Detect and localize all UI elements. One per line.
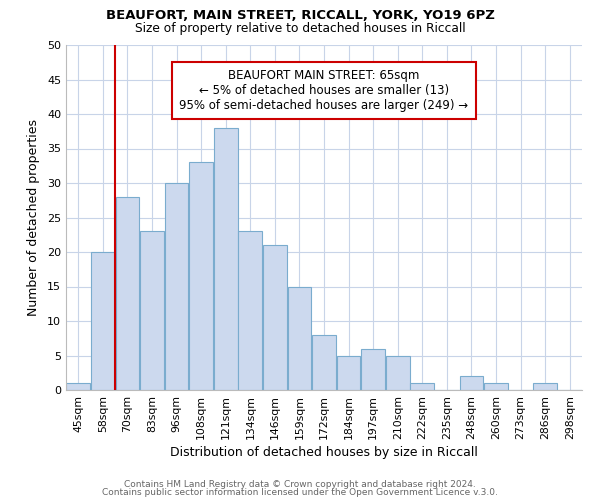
Bar [116, 197, 139, 390]
Bar [484, 383, 508, 390]
Bar [263, 245, 287, 390]
Bar [238, 232, 262, 390]
Bar [287, 286, 311, 390]
Bar [164, 183, 188, 390]
Bar [67, 383, 90, 390]
Bar [312, 335, 336, 390]
Text: Contains public sector information licensed under the Open Government Licence v.: Contains public sector information licen… [102, 488, 498, 497]
Bar [189, 162, 213, 390]
Bar [410, 383, 434, 390]
Bar [386, 356, 410, 390]
Y-axis label: Number of detached properties: Number of detached properties [27, 119, 40, 316]
Bar [337, 356, 361, 390]
Text: BEAUFORT MAIN STREET: 65sqm
← 5% of detached houses are smaller (13)
95% of semi: BEAUFORT MAIN STREET: 65sqm ← 5% of deta… [179, 69, 469, 112]
Bar [460, 376, 484, 390]
X-axis label: Distribution of detached houses by size in Riccall: Distribution of detached houses by size … [170, 446, 478, 459]
Bar [361, 348, 385, 390]
Text: BEAUFORT, MAIN STREET, RICCALL, YORK, YO19 6PZ: BEAUFORT, MAIN STREET, RICCALL, YORK, YO… [106, 9, 494, 22]
Text: Contains HM Land Registry data © Crown copyright and database right 2024.: Contains HM Land Registry data © Crown c… [124, 480, 476, 489]
Text: Size of property relative to detached houses in Riccall: Size of property relative to detached ho… [134, 22, 466, 35]
Bar [214, 128, 238, 390]
Bar [140, 232, 164, 390]
Bar [91, 252, 115, 390]
Bar [533, 383, 557, 390]
